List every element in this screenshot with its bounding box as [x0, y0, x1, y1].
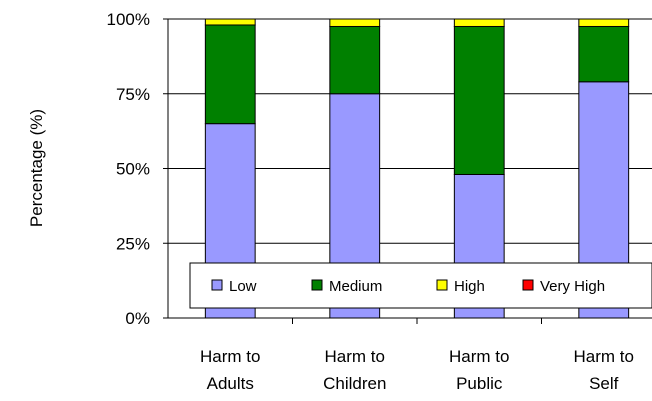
- bar-segment-medium: [204, 24, 256, 125]
- y-tick-label: 100%: [107, 10, 150, 29]
- category-label: Harm to: [200, 347, 260, 366]
- legend-label: Medium: [329, 278, 382, 295]
- y-tick-label: 75%: [116, 85, 150, 104]
- category-label: Harm to: [449, 347, 509, 366]
- category-label: Adults: [207, 374, 254, 393]
- category-label: Self: [589, 374, 619, 393]
- axes: [163, 18, 652, 324]
- legend-label: Low: [229, 278, 257, 295]
- bar-segment-high: [453, 18, 505, 27]
- legend: Low Medium High Very High: [189, 262, 652, 309]
- legend-box: [189, 262, 652, 309]
- category-label: Public: [456, 374, 503, 393]
- y-tick-label: 25%: [116, 234, 150, 253]
- legend-swatch: [311, 279, 323, 291]
- bar-segment-high: [329, 18, 381, 27]
- legend-label: Very High: [540, 278, 605, 295]
- category-label: Harm to: [574, 347, 634, 366]
- category-label: Children: [323, 374, 386, 393]
- bar-segment-medium: [453, 25, 505, 175]
- y-tick-label: 50%: [116, 160, 150, 179]
- category-label: Harm to: [325, 347, 385, 366]
- bar-segment-high: [578, 18, 630, 27]
- bar-segment-medium: [329, 25, 381, 95]
- legend-swatch: [522, 279, 534, 291]
- legend-label: High: [454, 278, 485, 295]
- bar-segment-medium: [578, 25, 630, 83]
- category-labels: Harm to Adults Harm to Children Harm to Publi…: [200, 347, 634, 393]
- y-tick-labels: 0% 25% 50% 75% 100%: [107, 10, 150, 328]
- legend-swatch: [436, 279, 448, 291]
- y-axis-title: Percentage (%): [27, 109, 46, 227]
- y-tick-label: 0%: [125, 309, 150, 328]
- legend-swatch: [211, 279, 223, 291]
- bar-segment-high: [204, 18, 256, 26]
